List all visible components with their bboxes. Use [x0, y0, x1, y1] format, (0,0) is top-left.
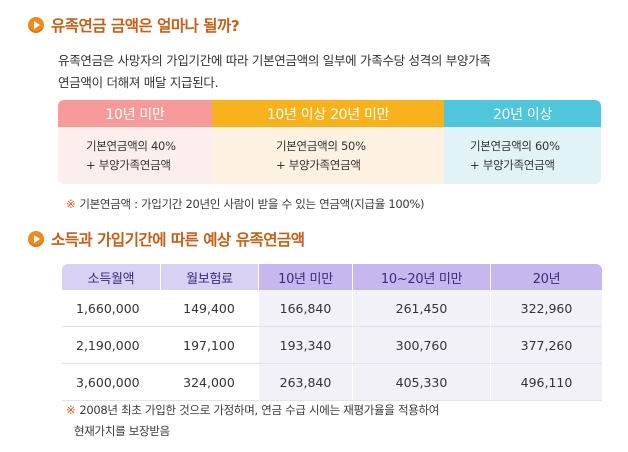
pension-ratio-table: 10년 미만 기본연금액의 40% + 부양가족연금액 10년 이상 20년 미…	[58, 100, 601, 184]
column-header-20y: 20년	[490, 264, 602, 290]
pension-formula-line: 기본연금액의 60%	[470, 138, 560, 153]
pension-column-body: 기본연금액의 60% + 부양가족연금액	[444, 127, 601, 184]
column-header-premium: 월보험료	[160, 264, 258, 290]
section-title-pension-amount: 유족연금 금액은 얼마나 될까?	[28, 14, 240, 36]
section-title-estimate: 소득과 가입기간에 따른 예상 유족연금액	[28, 228, 305, 250]
column-header-income: 소득월액	[62, 264, 160, 290]
pension-column-header: 10년 이상 20년 미만	[212, 100, 444, 127]
pension-column-body: 기본연금액의 50% + 부양가족연금액	[212, 127, 444, 184]
play-bullet-icon	[28, 17, 44, 33]
estimate-table-header: 소득월액 월보험료 10년 미만 10~20년 미만 20년	[62, 264, 602, 290]
table-cell: 405,330	[352, 364, 490, 400]
play-bullet-icon	[28, 231, 44, 247]
intro-line: 연금액이 더해져 매달 지급된다.	[58, 75, 219, 90]
note-mark: ※	[66, 403, 76, 417]
note-text: 기본연금액 : 가입기간 20년인 사람이 받을 수 있는 연금액(지급율 10…	[79, 197, 425, 211]
pension-formula-line: 기본연금액의 40%	[86, 138, 176, 153]
pension-column: 10년 미만 기본연금액의 40% + 부양가족연금액	[58, 100, 212, 184]
table-row: 2,190,000 197,100 193,340 300,760 377,26…	[62, 327, 602, 364]
footnote-revaluation: ※ 2008년 최초 가입한 것으로 가정하며, 연금 수급 시에는 재평가율을 …	[66, 400, 439, 442]
table-cell: 1,660,000	[62, 290, 160, 326]
section-title-text: 소득과 가입기간에 따른 예상 유족연금액	[51, 231, 305, 249]
table-cell: 377,260	[490, 327, 602, 363]
table-cell: 3,600,000	[62, 364, 160, 400]
pension-formula-line: 기본연금액의 50%	[276, 138, 366, 153]
table-cell: 261,450	[352, 290, 490, 326]
pension-formula-line: + 부양가족연금액	[276, 157, 361, 172]
table-cell: 496,110	[490, 364, 602, 400]
table-cell: 322,960	[490, 290, 602, 326]
note-line: ※ 2008년 최초 가입한 것으로 가정하며, 연금 수급 시에는 재평가율을 …	[66, 400, 439, 421]
table-cell: 2,190,000	[62, 327, 160, 363]
pension-column: 20년 이상 기본연금액의 60% + 부양가족연금액	[444, 100, 601, 184]
pension-column-body: 기본연금액의 40% + 부양가족연금액	[58, 127, 212, 184]
pension-formula-line: + 부양가족연금액	[470, 157, 555, 172]
pension-formula-line: + 부양가족연금액	[86, 157, 171, 172]
table-cell: 263,840	[258, 364, 352, 400]
pension-column: 10년 이상 20년 미만 기본연금액의 50% + 부양가족연금액	[212, 100, 444, 184]
table-row: 3,600,000 324,000 263,840 405,330 496,11…	[62, 364, 602, 401]
estimate-table: 소득월액 월보험료 10년 미만 10~20년 미만 20년 1,660,000…	[62, 264, 602, 401]
column-header-10-20y: 10~20년 미만	[352, 264, 490, 290]
table-row: 1,660,000 149,400 166,840 261,450 322,96…	[62, 290, 602, 327]
pension-column-header: 10년 미만	[58, 100, 212, 127]
intro-line: 유족연금은 사망자의 가입기간에 따라 기본연금액의 일부에 가족수당 성격의 …	[58, 53, 491, 68]
table-cell: 193,340	[258, 327, 352, 363]
pension-column-header: 20년 이상	[444, 100, 601, 127]
table-cell: 324,000	[160, 364, 258, 400]
note-line: 현재가치를 보장받음	[74, 424, 170, 438]
table-cell: 300,760	[352, 327, 490, 363]
column-header-under-10y: 10년 미만	[258, 264, 352, 290]
footnote-base-pension: ※ 기본연금액 : 가입기간 20년인 사람이 받을 수 있는 연금액(지급율 1…	[66, 194, 425, 215]
table-cell: 197,100	[160, 327, 258, 363]
note-text: 2008년 최초 가입한 것으로 가정하며, 연금 수급 시에는 재평가율을 적…	[79, 403, 440, 417]
table-cell: 149,400	[160, 290, 258, 326]
section-title-text: 유족연금 금액은 얼마나 될까?	[51, 17, 240, 35]
note-mark: ※	[66, 197, 76, 211]
intro-paragraph: 유족연금은 사망자의 가입기간에 따라 기본연금액의 일부에 가족수당 성격의 …	[58, 50, 598, 94]
table-cell: 166,840	[258, 290, 352, 326]
